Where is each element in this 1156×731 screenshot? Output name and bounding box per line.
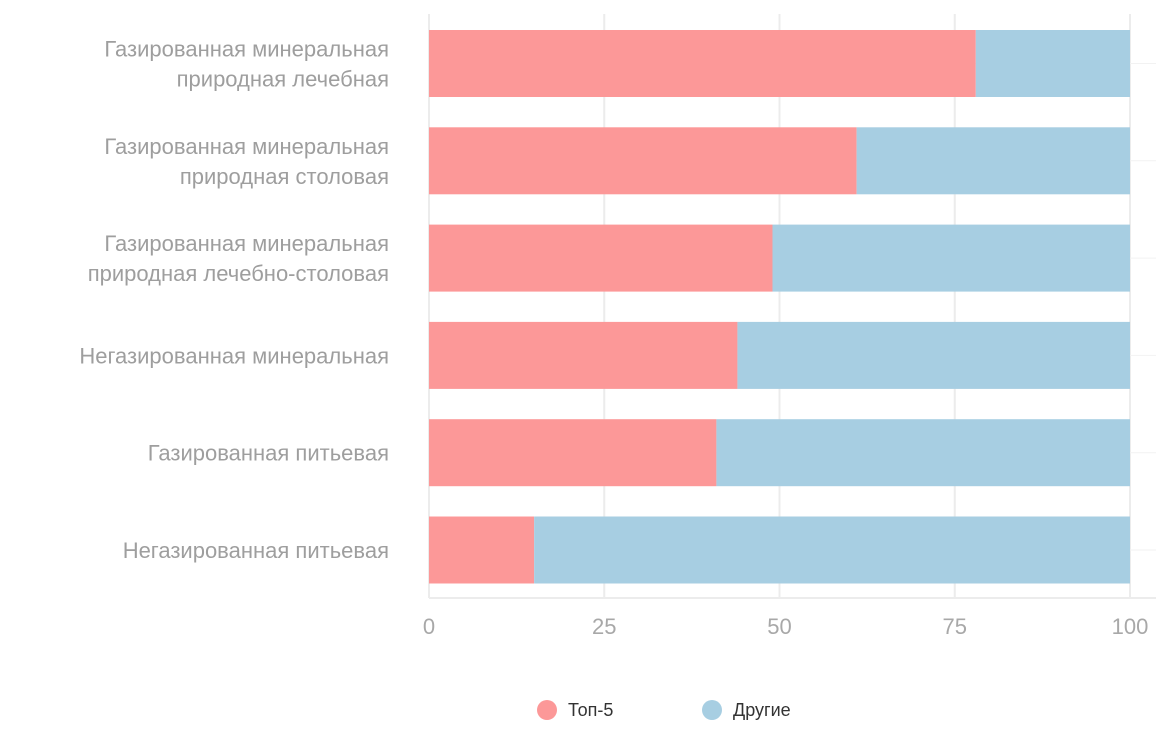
category-label: природная столовая (180, 164, 389, 189)
bar-other-1 (975, 30, 1130, 97)
legend-marker (702, 700, 722, 720)
legend-label: Другие (733, 700, 791, 720)
bar-top5-3 (429, 224, 773, 292)
category-label: Газированная питьевая (148, 441, 389, 466)
bar-other-3 (772, 224, 1130, 292)
x-tick-label: 0 (423, 614, 435, 639)
gridlines (428, 14, 1131, 598)
bar-top5-5 (429, 419, 717, 487)
category-label: Негазированная питьевая (123, 538, 389, 563)
bar-other-2 (856, 127, 1130, 195)
bar-other-6 (534, 516, 1130, 584)
category-label: природная лечебная (177, 67, 389, 92)
x-tick-label: 50 (767, 614, 791, 639)
bar-top5-1 (429, 30, 976, 97)
category-label: Газированная минеральная (104, 134, 389, 159)
bar-top5-6 (429, 516, 535, 584)
bars (429, 30, 1130, 584)
legend-item: Другие (702, 700, 791, 720)
x-tick-label: 100 (1112, 614, 1149, 639)
bar-top5-2 (429, 127, 857, 195)
bar-other-4 (737, 321, 1130, 389)
x-tick-labels: 0 25 50 75 100 (423, 614, 1148, 639)
legend-marker (537, 700, 557, 720)
category-label: Негазированная минеральная (79, 343, 389, 368)
bar-top5-4 (429, 321, 738, 389)
x-tick-label: 75 (943, 614, 967, 639)
x-tick-label: 25 (592, 614, 616, 639)
category-label: природная лечебно-столовая (88, 261, 389, 286)
legend: Топ-5 Другие (537, 700, 791, 720)
legend-item: Топ-5 (537, 700, 613, 720)
category-labels: Газированная минеральная природная лечебн… (79, 37, 389, 564)
bar-other-5 (716, 419, 1130, 487)
category-label: Газированная минеральная (104, 231, 389, 256)
legend-label: Топ-5 (568, 700, 613, 720)
category-label: Газированная минеральная (104, 37, 389, 62)
